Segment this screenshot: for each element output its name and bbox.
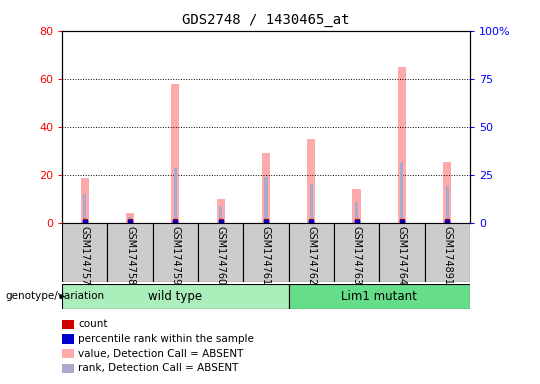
Bar <box>153 223 198 282</box>
Bar <box>307 139 315 223</box>
Bar <box>288 223 334 282</box>
Text: count: count <box>78 319 108 329</box>
Bar <box>129 217 132 223</box>
Bar <box>80 178 89 223</box>
Bar <box>83 194 86 223</box>
Text: wild type: wild type <box>148 290 202 303</box>
Text: GSM174757: GSM174757 <box>80 226 90 285</box>
Bar <box>334 223 379 282</box>
Text: GSM174764: GSM174764 <box>397 226 407 285</box>
Text: genotype/variation: genotype/variation <box>5 291 105 301</box>
Bar <box>62 284 288 309</box>
Text: GSM174763: GSM174763 <box>352 226 362 285</box>
Bar <box>355 202 358 223</box>
Bar <box>107 223 153 282</box>
Bar <box>62 223 107 282</box>
Bar <box>288 284 470 309</box>
Bar <box>262 153 270 223</box>
Bar <box>219 206 222 223</box>
Bar <box>171 84 179 223</box>
Text: percentile rank within the sample: percentile rank within the sample <box>78 334 254 344</box>
Bar <box>244 223 288 282</box>
Bar <box>424 223 470 282</box>
Bar <box>217 199 225 223</box>
Title: GDS2748 / 1430465_at: GDS2748 / 1430465_at <box>182 13 350 27</box>
Text: rank, Detection Call = ABSENT: rank, Detection Call = ABSENT <box>78 363 239 373</box>
Bar <box>353 189 361 223</box>
Text: GSM174760: GSM174760 <box>215 226 226 285</box>
Bar <box>379 223 424 282</box>
Bar <box>174 167 177 223</box>
Bar <box>265 177 267 223</box>
Text: GSM174761: GSM174761 <box>261 226 271 285</box>
Bar <box>126 213 134 223</box>
Text: value, Detection Call = ABSENT: value, Detection Call = ABSENT <box>78 349 244 359</box>
Text: Lim1 mutant: Lim1 mutant <box>341 290 417 303</box>
Text: GSM174762: GSM174762 <box>306 226 316 285</box>
Text: GSM174891: GSM174891 <box>442 226 452 285</box>
Bar <box>398 67 406 223</box>
Bar <box>198 223 244 282</box>
Text: GSM174759: GSM174759 <box>170 226 180 285</box>
Bar <box>446 185 449 223</box>
Bar <box>400 162 403 223</box>
Text: GSM174758: GSM174758 <box>125 226 135 285</box>
Bar <box>443 162 451 223</box>
Bar <box>309 184 313 223</box>
